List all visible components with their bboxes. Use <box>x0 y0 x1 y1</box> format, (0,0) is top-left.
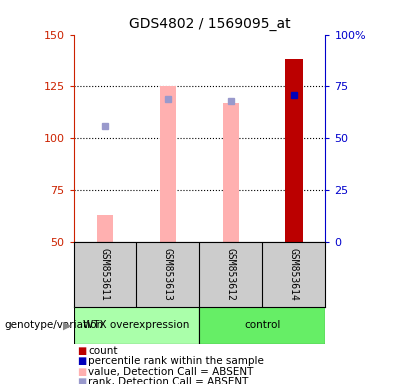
Bar <box>74 307 200 344</box>
Text: genotype/variation: genotype/variation <box>4 320 103 331</box>
Text: ■: ■ <box>77 346 87 356</box>
Text: ■: ■ <box>77 356 87 366</box>
Bar <box>285 60 303 242</box>
Text: WTX overexpression: WTX overexpression <box>83 320 190 331</box>
Text: ■: ■ <box>77 377 87 384</box>
Text: GSM853614: GSM853614 <box>289 248 299 301</box>
Text: rank, Detection Call = ABSENT: rank, Detection Call = ABSENT <box>88 377 249 384</box>
Text: GSM853613: GSM853613 <box>163 248 173 301</box>
Text: ■: ■ <box>77 367 87 377</box>
Bar <box>97 215 113 242</box>
Text: percentile rank within the sample: percentile rank within the sample <box>88 356 264 366</box>
Text: ▶: ▶ <box>63 320 71 331</box>
Bar <box>160 86 176 242</box>
Text: GSM853612: GSM853612 <box>226 248 236 301</box>
Text: value, Detection Call = ABSENT: value, Detection Call = ABSENT <box>88 367 254 377</box>
Text: GSM853611: GSM853611 <box>100 248 110 301</box>
Bar <box>200 307 326 344</box>
Text: control: control <box>244 320 281 331</box>
Bar <box>223 103 239 242</box>
Text: count: count <box>88 346 118 356</box>
Text: GDS4802 / 1569095_at: GDS4802 / 1569095_at <box>129 17 291 31</box>
